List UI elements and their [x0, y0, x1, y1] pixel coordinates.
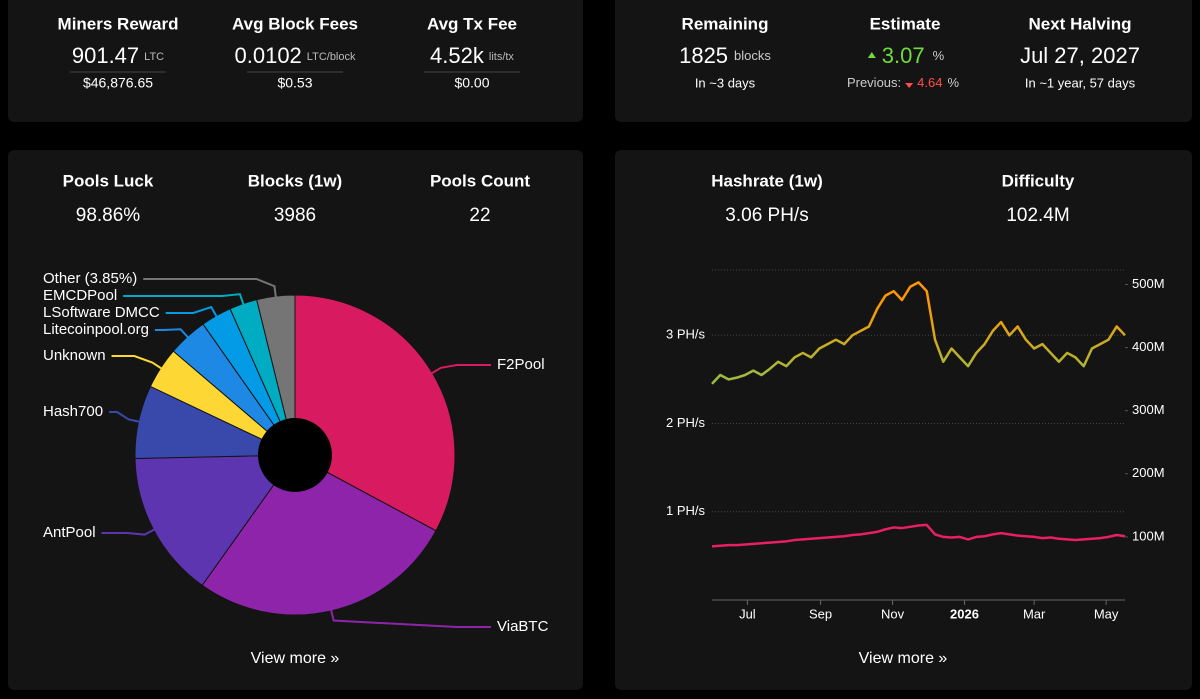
x-tick-label: 2026 — [950, 606, 979, 621]
stat-value: 3986 — [274, 205, 316, 226]
stat-number: 0.0102 — [235, 43, 302, 68]
stat-value: 98.86% — [76, 205, 141, 226]
stat-value: 3.07% — [882, 43, 945, 68]
fiat-value: $0.53 — [277, 75, 312, 91]
stat-note: In ~3 days — [695, 75, 756, 90]
pie-label: F2Pool — [497, 356, 545, 373]
stat-value: 0.0102 LTC/block — [235, 43, 356, 68]
pie-label: Hash700 — [43, 403, 103, 420]
leader-line — [109, 411, 143, 424]
stat-label: Blocks (1w) — [248, 171, 342, 190]
stat-value: 1825 blocks — [679, 43, 771, 68]
stat-number: 4.52k — [430, 43, 485, 68]
leader-line — [111, 355, 165, 372]
stat-value: Jul 27, 2027 — [1020, 43, 1140, 68]
fiat-value: $46,876.65 — [83, 75, 153, 91]
halving-panel — [615, 0, 1192, 122]
leader-line — [143, 278, 278, 301]
view-more-link[interactable]: View more » — [859, 650, 948, 667]
pie-label: ViaBTC — [497, 618, 549, 635]
stat-unit: LTC — [144, 51, 164, 63]
x-tick-label: Jul — [739, 606, 756, 621]
stat-value: 102.4M — [1006, 205, 1069, 226]
down-arrow — [905, 83, 914, 88]
y2-tick-label: 300M — [1132, 402, 1165, 417]
pie-label: LSoftware DMCC — [43, 304, 160, 321]
stat-value: 22 — [469, 205, 490, 226]
network-panel — [615, 150, 1192, 690]
stat-value: 3.06 PH/s — [725, 205, 808, 226]
pie-label: AntPool — [43, 524, 96, 541]
pie-hole — [258, 418, 332, 492]
stat-unit: lits/tx — [489, 51, 515, 63]
stat-label: Estimate — [870, 14, 941, 33]
stat-unit: LTC/block — [307, 51, 356, 63]
fiat-value: $0.00 — [454, 75, 489, 91]
x-tick-label: May — [1094, 606, 1119, 621]
y-tick-label: 3 PH/s — [666, 327, 706, 342]
stat-unit: % — [947, 75, 959, 90]
view-more-link[interactable]: View more » — [251, 650, 340, 667]
stat-label: Pools Luck — [63, 171, 154, 190]
pie-label: Litecoinpool.org — [43, 321, 149, 338]
leader-line — [329, 606, 491, 628]
pie-label: Unknown — [43, 347, 106, 364]
x-tick-label: Mar — [1023, 606, 1046, 621]
leader-line — [101, 527, 158, 536]
stat-number: 1825 — [679, 43, 728, 68]
pie-label: Other (3.85%) — [43, 270, 137, 287]
leader-line — [165, 305, 220, 320]
stat-unit: blocks — [734, 48, 771, 63]
series-line — [711, 523, 1126, 548]
stat-label: Difficulty — [1002, 171, 1075, 190]
stat-label: Remaining — [682, 14, 769, 33]
leader-line — [154, 328, 191, 341]
mining-panel — [8, 0, 583, 122]
y2-tick-label: 200M — [1132, 465, 1165, 480]
leader-line — [123, 293, 246, 308]
y-tick-label: 2 PH/s — [666, 415, 706, 430]
y-tick-label: 1 PH/s — [666, 503, 706, 518]
stat-unit: % — [933, 48, 945, 63]
stat-label: Avg Block Fees — [232, 14, 358, 33]
y2-tick-label: 100M — [1132, 528, 1165, 543]
stat-number: 901.47 — [72, 43, 139, 68]
leader-line — [428, 364, 491, 376]
stat-note: In ~1 year, 57 days — [1025, 75, 1136, 90]
stat-label: Hashrate (1w) — [711, 171, 822, 190]
stat-value: 901.47 LTC — [72, 43, 164, 68]
stat-label: Pools Count — [430, 171, 530, 190]
estimate-number: 3.07 — [882, 43, 925, 68]
previous-number: 4.64 — [917, 75, 942, 90]
series-line — [711, 281, 1126, 385]
y2-tick-label: 400M — [1132, 339, 1165, 354]
stat-label: Miners Reward — [58, 14, 179, 33]
x-tick-label: Sep — [809, 606, 832, 621]
up-arrow — [867, 52, 876, 58]
stat-label: Next Halving — [1029, 14, 1132, 33]
stat-value: 4.52k lits/tx — [430, 43, 514, 68]
previous-estimate: Previous: 4.64% — [847, 75, 960, 90]
pie-label: EMCDPool — [43, 287, 117, 304]
y2-tick-label: 500M — [1132, 276, 1165, 291]
previous-label: Previous: — [847, 75, 901, 90]
x-tick-label: Nov — [881, 606, 905, 621]
stat-label: Avg Tx Fee — [427, 14, 517, 33]
